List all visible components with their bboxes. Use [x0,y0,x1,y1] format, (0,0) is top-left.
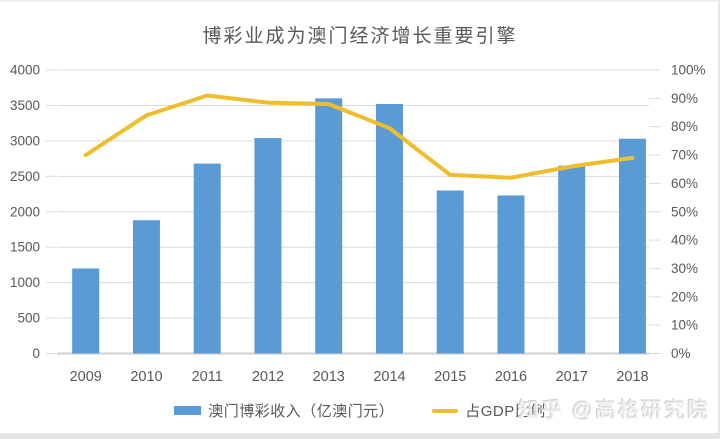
bar-2018 [618,138,646,354]
bar-2016 [497,195,525,354]
left-axis-label: 4000 [10,63,40,78]
legend-bar-swatch [174,406,202,415]
x-axis-label: 2017 [556,369,588,385]
bar-2013 [315,98,343,354]
legend-line-label: 占GDP比例 [465,403,546,420]
legend-line-swatch [432,408,459,413]
legend-bar-label: 澳门博彩收入（亿澳门元） [208,403,395,420]
right-axis-label: 90% [671,91,698,106]
right-axis-label: 40% [671,233,698,248]
bar-2010 [132,220,160,354]
bar-2017 [558,165,586,354]
bar-2012 [254,138,282,354]
left-axis-label: 3500 [10,98,40,113]
right-axis-label: 30% [671,261,698,276]
x-axis-label: 2014 [373,369,405,385]
right-axis-label: 10% [671,318,698,333]
left-axis-label: 1000 [10,275,40,290]
left-axis-label: 1500 [10,240,40,255]
left-axis-label: 500 [17,311,40,326]
right-axis-label: 100% [671,63,706,78]
x-axis-label: 2011 [192,369,223,385]
right-axis-label: 70% [671,148,698,163]
bar-2009 [72,268,100,354]
x-axis-label: 2018 [616,369,648,385]
chart-legend: 澳门博彩收入（亿澳门元） 占GDP比例 [0,400,720,421]
x-axis-label: 2015 [434,369,466,385]
right-axis-label: 50% [671,204,698,219]
bar-2011 [193,163,221,354]
watermark: 知乎 @高格研究院 [517,399,710,422]
x-axis-label: 2012 [252,369,284,385]
right-axis-label: 20% [671,289,698,304]
left-axis-label: 2000 [10,204,40,219]
page-background-strip [0,433,720,439]
bar-2015 [436,190,464,354]
left-axis-label: 2500 [10,169,40,184]
card-border-right [718,0,720,439]
card-border-top [0,0,720,2]
bar-2014 [375,104,403,354]
right-axis-label: 60% [671,176,698,191]
chart-title: 博彩业成为澳门经济增长重要引擎 [202,26,518,47]
left-axis-label: 0 [32,346,40,361]
x-axis-label: 2010 [130,369,162,385]
x-axis-label: 2016 [495,369,527,385]
x-axis-label: 2009 [70,369,102,385]
left-axis-label: 3000 [10,133,40,148]
right-axis-label: 80% [671,119,698,134]
right-axis-label: 0% [671,346,691,361]
gdp-ratio-line [83,93,635,180]
x-axis-label: 2013 [313,369,345,385]
